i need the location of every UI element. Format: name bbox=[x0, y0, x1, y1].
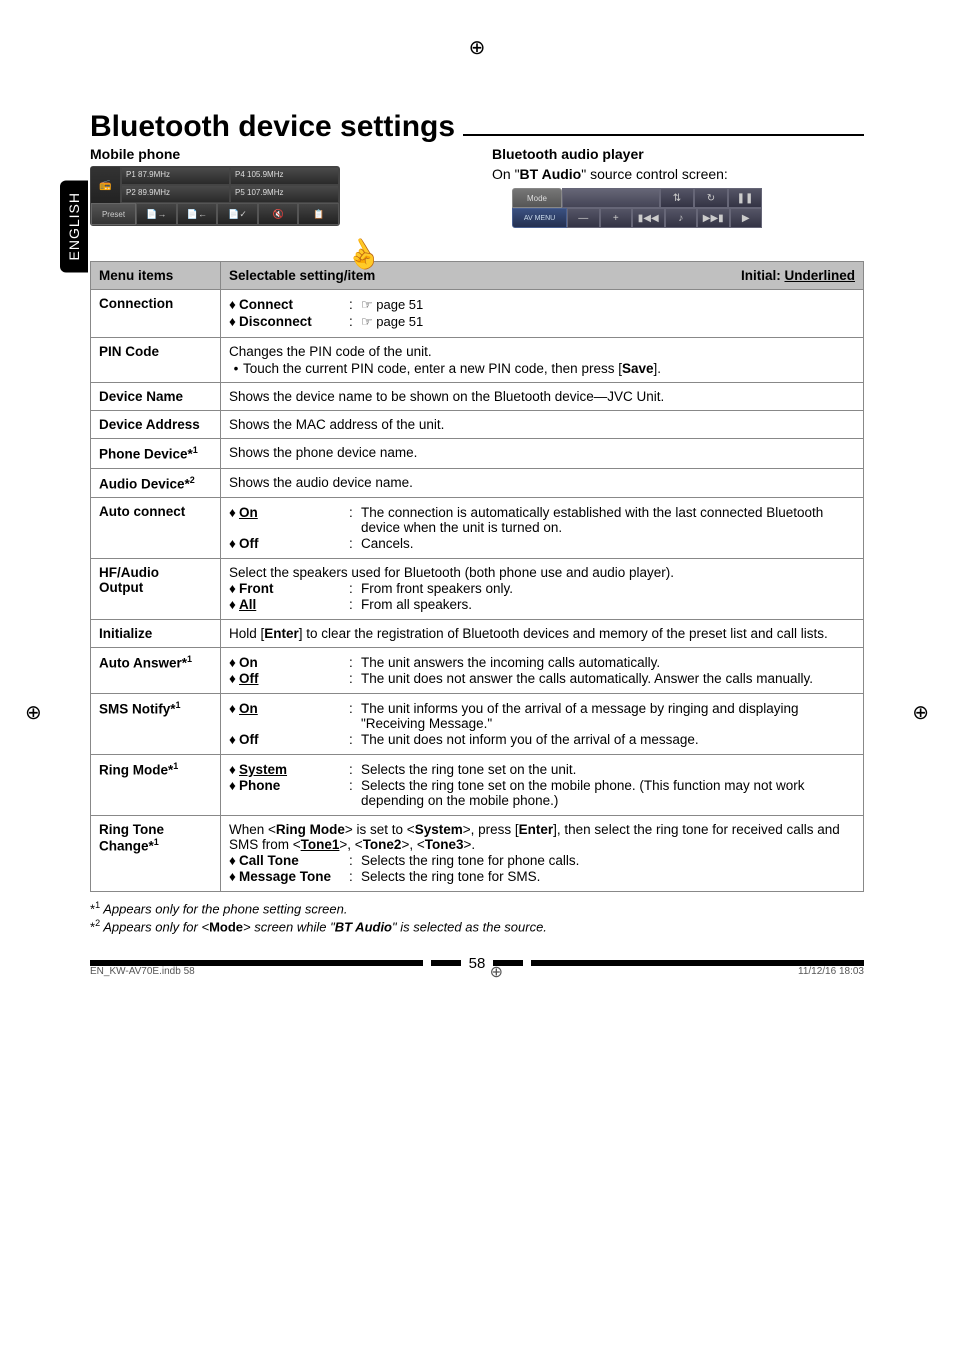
mode-btn: Mode bbox=[512, 188, 562, 208]
freq-p1: P1 87.9MHz bbox=[121, 167, 230, 185]
title-rule bbox=[463, 134, 864, 136]
label-init: Initialize bbox=[91, 620, 221, 648]
reg-mark-left: ⊕ bbox=[25, 700, 42, 725]
repeat-icon: ↻ bbox=[694, 188, 728, 208]
th-menuitems: Menu items bbox=[91, 262, 221, 290]
preset-btn: Preset bbox=[91, 203, 136, 225]
ctrl-1: 📄→ bbox=[136, 203, 177, 225]
row-autoconn: Auto connect ♦On:The connection is autom… bbox=[91, 498, 864, 559]
label-devaddr: Device Address bbox=[91, 411, 221, 439]
row-ringtone: Ring ToneChange*1 When <Ring Mode> is se… bbox=[91, 816, 864, 892]
freq-p5: P5 107.9MHz bbox=[230, 185, 339, 203]
row-phonedev: Phone Device*1 Shows the phone device na… bbox=[91, 439, 864, 469]
minus-icon: — bbox=[567, 208, 600, 228]
ctrl-4: 🔇 bbox=[258, 203, 299, 225]
avmenu-btn: AV MENU bbox=[512, 208, 567, 228]
note-icon: ♪ bbox=[665, 208, 698, 228]
shuffle-icon: ⇅ bbox=[660, 188, 694, 208]
reg-mark-top: ⊕ bbox=[469, 35, 486, 60]
footer-left: EN_KW-AV70E.indb 58 bbox=[90, 966, 195, 977]
plus-icon: + bbox=[600, 208, 633, 228]
label-audiodev: Audio Device*2 bbox=[91, 468, 221, 498]
footer: EN_KW-AV70E.indb 58 ⊕ 11/12/16 18:03 bbox=[90, 962, 864, 982]
radio-screenshot: 📻 P1 87.9MHz P4 105.9MHz P2 89.9MHz P5 1… bbox=[90, 166, 370, 251]
mobile-col: Mobile phone 📻 P1 87.9MHz P4 105.9MHz P2… bbox=[90, 146, 462, 251]
next-icon: ▶▶▮ bbox=[697, 208, 730, 228]
page-title: Bluetooth device settings bbox=[90, 110, 455, 144]
label-pincode: PIN Code bbox=[91, 338, 221, 383]
row-devname: Device Name Shows the device name to be … bbox=[91, 383, 864, 411]
label-ringtone: Ring ToneChange*1 bbox=[91, 816, 221, 892]
label-sms: SMS Notify*1 bbox=[91, 694, 221, 755]
row-init: Initialize Hold [Enter] to clear the reg… bbox=[91, 620, 864, 648]
mobile-heading: Mobile phone bbox=[90, 146, 462, 162]
ctrl-2: 📄← bbox=[177, 203, 218, 225]
bt-heading: Bluetooth audio player bbox=[492, 146, 864, 162]
player-screenshot: Mode ⇅ ↻ ❚❚ AV MENU — + ▮◀◀ ♪ ▶▶▮ ▶ bbox=[512, 188, 762, 228]
label-ringmode: Ring Mode*1 bbox=[91, 755, 221, 816]
row-pincode: PIN Code Changes the PIN code of the uni… bbox=[91, 338, 864, 383]
row-connection: Connection ♦Connect:☞ page 51 ♦Disconnec… bbox=[91, 290, 864, 338]
language-tab: ENGLISH bbox=[60, 180, 88, 272]
label-hfoutput: HF/AudioOutput bbox=[91, 559, 221, 620]
bt-col: Bluetooth audio player On "BT Audio" sou… bbox=[492, 146, 864, 251]
footnotes: *1 Appears only for the phone setting sc… bbox=[90, 900, 864, 935]
settings-table: Menu items Selectable setting/item Initi… bbox=[90, 261, 864, 892]
radio-icon: 📻 bbox=[91, 167, 121, 203]
th-setting: Selectable setting/item Initial: Underli… bbox=[221, 262, 864, 290]
label-autoconn: Auto connect bbox=[91, 498, 221, 559]
label-autoans: Auto Answer*1 bbox=[91, 648, 221, 694]
play-icon: ▶ bbox=[730, 208, 763, 228]
row-ringmode: Ring Mode*1 ♦System:Selects the ring ton… bbox=[91, 755, 864, 816]
row-devaddr: Device Address Shows the MAC address of … bbox=[91, 411, 864, 439]
row-hfoutput: HF/AudioOutput Select the speakers used … bbox=[91, 559, 864, 620]
bt-subtext: On "BT Audio" source control screen: bbox=[492, 166, 864, 182]
label-connection: Connection bbox=[91, 290, 221, 338]
footer-crosshair: ⊕ bbox=[490, 962, 503, 982]
reg-mark-right: ⊕ bbox=[912, 700, 929, 725]
freq-p4: P4 105.9MHz bbox=[230, 167, 339, 185]
prev-icon: ▮◀◀ bbox=[632, 208, 665, 228]
ctrl-5: 📋 bbox=[298, 203, 339, 225]
label-phonedev: Phone Device*1 bbox=[91, 439, 221, 469]
row-sms: SMS Notify*1 ♦On:The unit informs you of… bbox=[91, 694, 864, 755]
label-devname: Device Name bbox=[91, 383, 221, 411]
row-autoans: Auto Answer*1 ♦On:The unit answers the i… bbox=[91, 648, 864, 694]
freq-p2: P2 89.9MHz bbox=[121, 185, 230, 203]
footer-right: 11/12/16 18:03 bbox=[798, 966, 864, 977]
ctrl-3: 📄✓ bbox=[217, 203, 258, 225]
pause-icon: ❚❚ bbox=[728, 188, 762, 208]
row-audiodev: Audio Device*2 Shows the audio device na… bbox=[91, 468, 864, 498]
